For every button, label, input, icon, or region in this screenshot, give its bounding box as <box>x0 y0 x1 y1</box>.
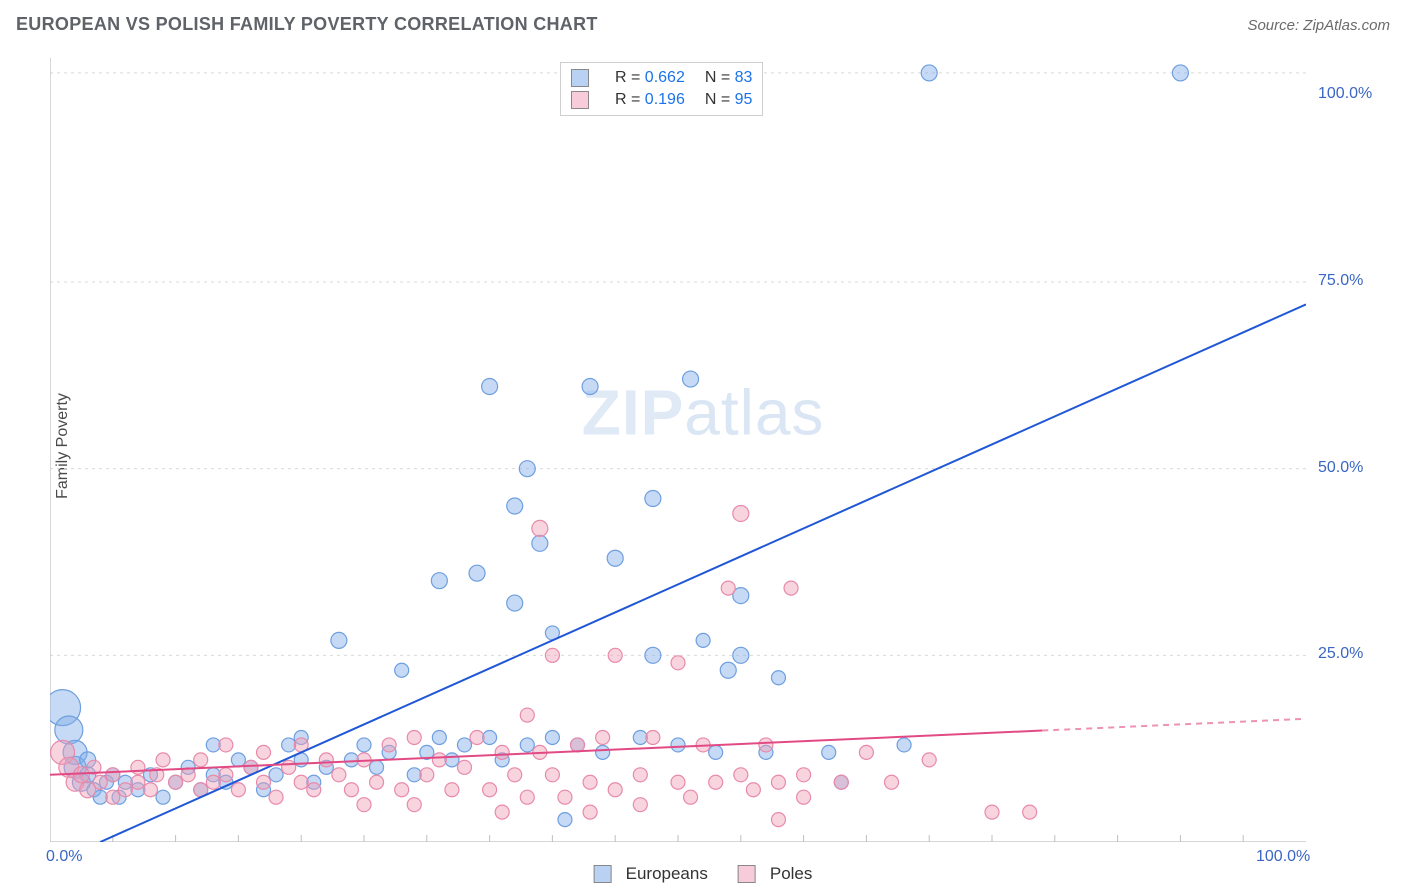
y-tick-label: 100.0% <box>1318 85 1372 103</box>
chart-area: ZIPatlas <box>50 58 1306 842</box>
y-tick-label: 50.0% <box>1318 459 1363 477</box>
legend-item: Poles <box>738 864 813 884</box>
legend-swatch <box>571 69 589 87</box>
legend-row: R = 0.196N = 95 <box>561 89 762 111</box>
correlation-legend-table: R = 0.662N = 83R = 0.196N = 95 <box>561 67 762 111</box>
y-tick-label: 75.0% <box>1318 272 1363 290</box>
legend-row: R = 0.662N = 83 <box>561 67 762 89</box>
n-value: 95 <box>735 91 753 108</box>
n-label: N = 95 <box>695 89 763 111</box>
r-label: R = 0.196 <box>605 89 695 111</box>
legend-label: Poles <box>770 864 813 884</box>
r-label: R = 0.662 <box>605 67 695 89</box>
y-tick-label: 25.0% <box>1318 645 1363 663</box>
legend-swatch <box>594 865 612 883</box>
n-label: N = 83 <box>695 67 763 89</box>
series-legend: Europeans Poles <box>594 864 813 884</box>
legend-swatch <box>571 91 589 109</box>
legend-label: Europeans <box>626 864 708 884</box>
scatter-plot: ZIPatlas <box>50 58 1306 842</box>
n-value: 83 <box>735 69 753 86</box>
correlation-legend-box: R = 0.662N = 83R = 0.196N = 95 <box>560 62 763 116</box>
legend-swatch <box>738 865 756 883</box>
legend-item: Europeans <box>594 864 708 884</box>
header: EUROPEAN VS POLISH FAMILY POVERTY CORREL… <box>16 14 1390 35</box>
chart-title: EUROPEAN VS POLISH FAMILY POVERTY CORREL… <box>16 14 598 35</box>
r-value: 0.662 <box>645 69 685 86</box>
r-value: 0.196 <box>645 91 685 108</box>
source-credit: Source: ZipAtlas.com <box>1247 17 1390 34</box>
svg-text:ZIPatlas: ZIPatlas <box>582 376 825 448</box>
x-tick-label: 0.0% <box>46 848 82 866</box>
x-tick-label: 100.0% <box>1256 848 1310 866</box>
